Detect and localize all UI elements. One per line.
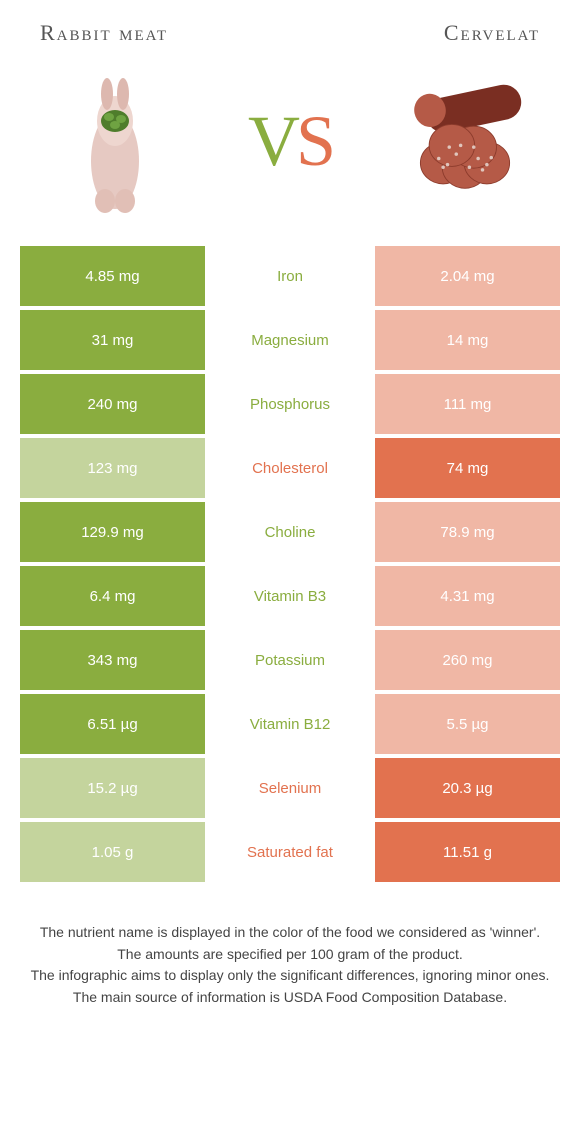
nutrient-label: Phosphorus: [205, 374, 375, 434]
vs-label: VS: [248, 100, 332, 183]
nutrient-label: Cholesterol: [205, 438, 375, 498]
table-row: 343 mgPotassium260 mg: [20, 630, 560, 690]
nutrient-label: Choline: [205, 502, 375, 562]
images-row: VS: [0, 56, 580, 246]
table-row: 15.2 µgSelenium20.3 µg: [20, 758, 560, 818]
table-row: 6.4 mgVitamin B34.31 mg: [20, 566, 560, 626]
header: Rabbit meat Cervelat: [0, 0, 580, 56]
nutrient-label: Saturated fat: [205, 822, 375, 882]
left-value: 343 mg: [20, 630, 205, 690]
left-value: 1.05 g: [20, 822, 205, 882]
footnote-line: The amounts are specified per 100 gram o…: [30, 944, 550, 966]
right-value: 2.04 mg: [375, 246, 560, 306]
left-food-title: Rabbit meat: [40, 20, 168, 46]
footnote-line: The main source of information is USDA F…: [30, 987, 550, 1009]
footnote-line: The nutrient name is displayed in the co…: [30, 922, 550, 944]
nutrient-label: Vitamin B12: [205, 694, 375, 754]
vs-v: V: [248, 101, 296, 181]
table-row: 129.9 mgCholine78.9 mg: [20, 502, 560, 562]
vs-s: S: [296, 101, 332, 181]
nutrient-label: Magnesium: [205, 310, 375, 370]
right-value: 74 mg: [375, 438, 560, 498]
right-value: 14 mg: [375, 310, 560, 370]
cervelat-image: [395, 61, 535, 221]
comparison-table: 4.85 mgIron2.04 mg31 mgMagnesium14 mg240…: [20, 246, 560, 882]
left-value: 6.51 µg: [20, 694, 205, 754]
table-row: 1.05 gSaturated fat11.51 g: [20, 822, 560, 882]
table-row: 6.51 µgVitamin B125.5 µg: [20, 694, 560, 754]
left-value: 4.85 mg: [20, 246, 205, 306]
left-value: 129.9 mg: [20, 502, 205, 562]
footnotes: The nutrient name is displayed in the co…: [30, 922, 550, 1009]
right-value: 4.31 mg: [375, 566, 560, 626]
table-row: 31 mgMagnesium14 mg: [20, 310, 560, 370]
right-value: 20.3 µg: [375, 758, 560, 818]
left-value: 31 mg: [20, 310, 205, 370]
left-value: 6.4 mg: [20, 566, 205, 626]
left-value: 240 mg: [20, 374, 205, 434]
right-value: 111 mg: [375, 374, 560, 434]
footnote-line: The infographic aims to display only the…: [30, 965, 550, 987]
right-value: 78.9 mg: [375, 502, 560, 562]
right-food-title: Cervelat: [444, 20, 540, 46]
nutrient-label: Vitamin B3: [205, 566, 375, 626]
nutrient-label: Iron: [205, 246, 375, 306]
rabbit-meat-image: [45, 61, 185, 221]
right-value: 260 mg: [375, 630, 560, 690]
right-value: 5.5 µg: [375, 694, 560, 754]
nutrient-label: Selenium: [205, 758, 375, 818]
table-row: 240 mgPhosphorus111 mg: [20, 374, 560, 434]
nutrient-label: Potassium: [205, 630, 375, 690]
left-value: 15.2 µg: [20, 758, 205, 818]
right-value: 11.51 g: [375, 822, 560, 882]
left-value: 123 mg: [20, 438, 205, 498]
table-row: 123 mgCholesterol74 mg: [20, 438, 560, 498]
table-row: 4.85 mgIron2.04 mg: [20, 246, 560, 306]
